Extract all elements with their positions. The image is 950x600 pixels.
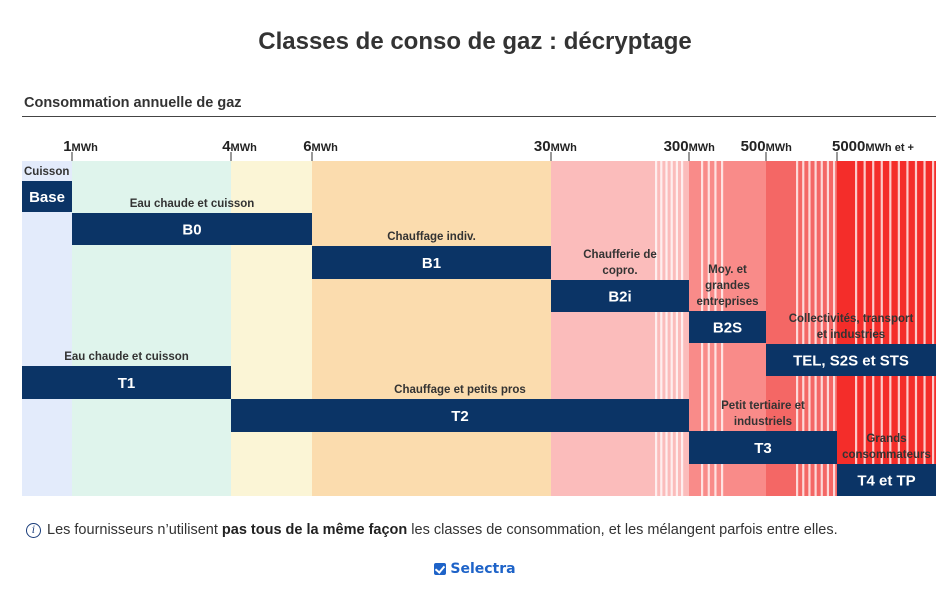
grid-stripe — [826, 161, 830, 496]
tick-label: 30MWh — [534, 138, 577, 155]
bar-annotation: Petit tertiaire et industriels — [721, 400, 805, 428]
bar-label: B1 — [422, 255, 441, 272]
grid-stripe — [660, 161, 663, 496]
zone-3 — [312, 161, 551, 496]
tick-label: 1MWh — [63, 138, 98, 155]
grid-stripe — [932, 161, 935, 496]
range-bar — [766, 344, 936, 376]
tick-label: 5000MWh et + — [832, 138, 914, 155]
grid-stripe — [814, 161, 817, 496]
grid-stripe — [808, 161, 811, 496]
bar-annotation: Grands consommateurs — [842, 433, 931, 461]
grid-stripe — [880, 161, 883, 496]
grid-stripe — [820, 161, 823, 496]
range-bar — [72, 213, 312, 245]
grid-stripe — [670, 161, 673, 496]
bar-label: TEL, S2S et STS — [793, 353, 909, 370]
axis-subtitle: Consommation annuelle de gaz — [24, 95, 242, 111]
tick-label: 4MWh — [222, 138, 257, 155]
bar-annotation: Collectivités, transport et industries — [789, 313, 914, 341]
range-bar — [689, 311, 766, 343]
grid-stripe — [665, 161, 668, 496]
bar-label: B2S — [713, 320, 742, 337]
zone-2 — [231, 161, 312, 496]
info-icon: i — [26, 523, 41, 538]
bar-label: T2 — [451, 408, 469, 425]
bar-label: B2i — [608, 289, 631, 306]
range-bar — [231, 399, 689, 432]
bar-annotation: Eau chaude et cuisson — [64, 351, 189, 363]
divider-line — [22, 116, 936, 117]
zone-7 — [837, 161, 936, 496]
bar-label: T4 et TP — [857, 473, 915, 490]
tick-label: 6MWh — [303, 138, 338, 155]
bar-annotation: Chaufferie de copro. — [583, 249, 657, 277]
grid-stripe — [863, 161, 866, 496]
footnote: i Les fournisseurs n’utilisent pas tous d… — [26, 522, 838, 538]
range-bar — [689, 431, 837, 464]
grid-stripe — [796, 161, 799, 496]
bar-label: B0 — [182, 222, 201, 239]
grid-stripe — [681, 161, 684, 496]
bar-label: T3 — [754, 440, 772, 457]
grid-stripe — [655, 161, 658, 496]
footnote-text-end: les classes de consommation, et les méla… — [407, 522, 838, 538]
grid-stripe — [906, 161, 909, 496]
brand-logo: Selectra — [0, 561, 950, 580]
bar-annotation: Chauffage et petits pros — [394, 384, 526, 396]
range-bar — [22, 366, 231, 399]
chart-canvas: 1MWh 4MWh 6MWh 30MWh 300MWh 500MWh 5000MWh et … — [22, 138, 936, 496]
grid-stripe — [872, 161, 875, 496]
grid-stripe — [923, 161, 926, 496]
selectra-check-icon — [434, 563, 447, 575]
bar-annotation: Eau chaude et cuisson — [130, 198, 255, 210]
grid-stripe — [855, 161, 858, 496]
bar-annotation: Moy. et grandes entreprises — [696, 264, 758, 308]
chart-title: Classes de conso de gaz : décryptage — [258, 28, 692, 55]
grid-stripe — [675, 161, 678, 496]
zone-1 — [72, 161, 231, 496]
bar-annotation: Cuisson — [24, 166, 69, 178]
grid-stripe — [889, 161, 892, 496]
bar-annotation: Chauffage indiv. — [387, 231, 476, 243]
bar-label: T1 — [118, 375, 136, 392]
grid-stripe — [897, 161, 900, 496]
logo-text: Selectra — [450, 561, 516, 577]
zone-0 — [22, 161, 72, 496]
tick-label: 300MWh — [664, 138, 716, 155]
range-bar — [22, 181, 72, 212]
footnote-text-bold: pas tous de la même façon — [221, 522, 408, 538]
range-bar — [551, 280, 689, 312]
grid-stripe — [802, 161, 805, 496]
range-bar — [837, 464, 936, 496]
range-bar — [312, 246, 551, 279]
bar-label: Base — [29, 189, 65, 206]
grid-stripe — [914, 161, 918, 496]
zone-4 — [551, 161, 689, 496]
footnote-text-start: Les fournisseurs n’utilisent — [47, 522, 222, 538]
tick-label: 500MWh — [741, 138, 793, 155]
grid-stripe — [833, 161, 836, 496]
